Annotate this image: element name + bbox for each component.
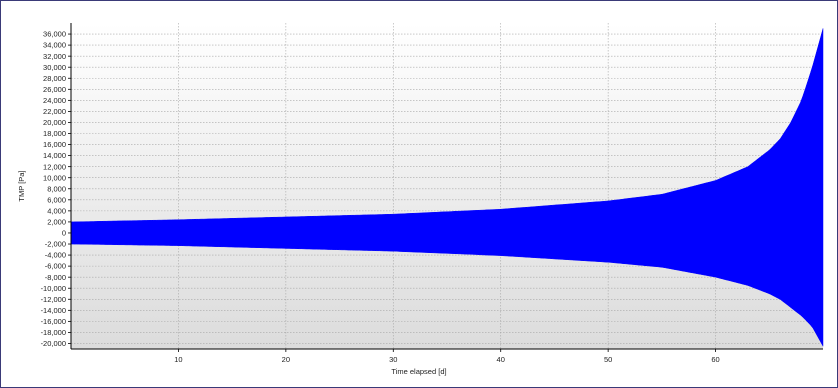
y-tick-label: 10,000	[43, 173, 66, 182]
tick-labels: -20,000 -18,000 -16,000 -14,000 -12,000 -10,0…	[41, 30, 720, 364]
y-tick-label: 12,000	[43, 162, 66, 171]
x-axis-title: Time elapsed [d]	[391, 367, 446, 376]
y-tick-label: 26,000	[43, 85, 66, 94]
series-envelope	[70, 28, 824, 348]
y-tick-label: 28,000	[43, 74, 66, 83]
data-layer	[70, 28, 824, 348]
x-tick-label: 10	[174, 355, 182, 364]
x-tick-label: 50	[604, 355, 612, 364]
y-tick-label: -16,000	[41, 317, 66, 326]
y-tick-label: 30,000	[43, 63, 66, 72]
y-tick-label: -14,000	[41, 306, 66, 315]
y-tick-label: -6,000	[45, 262, 66, 271]
y-tick-label: 4,000	[47, 206, 66, 215]
y-tick-label: 2,000	[47, 218, 66, 227]
x-tick-label: 40	[497, 355, 505, 364]
y-tick-label: 20,000	[43, 118, 66, 127]
grid-lines	[71, 23, 823, 349]
y-tick-label: 36,000	[43, 30, 66, 39]
y-tick-label: -2,000	[45, 240, 66, 249]
x-tick-label: 20	[282, 355, 290, 364]
x-tick-label: 30	[389, 355, 397, 364]
y-tick-label: 14,000	[43, 151, 66, 160]
x-tick-label: 60	[711, 355, 719, 364]
y-tick-label: -20,000	[41, 339, 66, 348]
y-tick-label: 16,000	[43, 140, 66, 149]
y-tick-label: -18,000	[41, 328, 66, 337]
y-tick-label: -4,000	[45, 251, 66, 260]
y-tick-label: 24,000	[43, 96, 66, 105]
axes	[68, 23, 823, 352]
y-tick-label: 32,000	[43, 52, 66, 61]
y-tick-label: -10,000	[41, 284, 66, 293]
y-tick-label: 34,000	[43, 41, 66, 50]
y-tick-label: 8,000	[47, 184, 66, 193]
y-tick-label: -8,000	[45, 273, 66, 282]
y-axis-title: TMP [Pa]	[17, 170, 26, 201]
y-tick-label: 18,000	[43, 129, 66, 138]
y-tick-label: 0	[62, 229, 66, 238]
y-tick-label: 22,000	[43, 107, 66, 116]
y-tick-label: -12,000	[41, 295, 66, 304]
y-tick-label: 6,000	[47, 195, 66, 204]
